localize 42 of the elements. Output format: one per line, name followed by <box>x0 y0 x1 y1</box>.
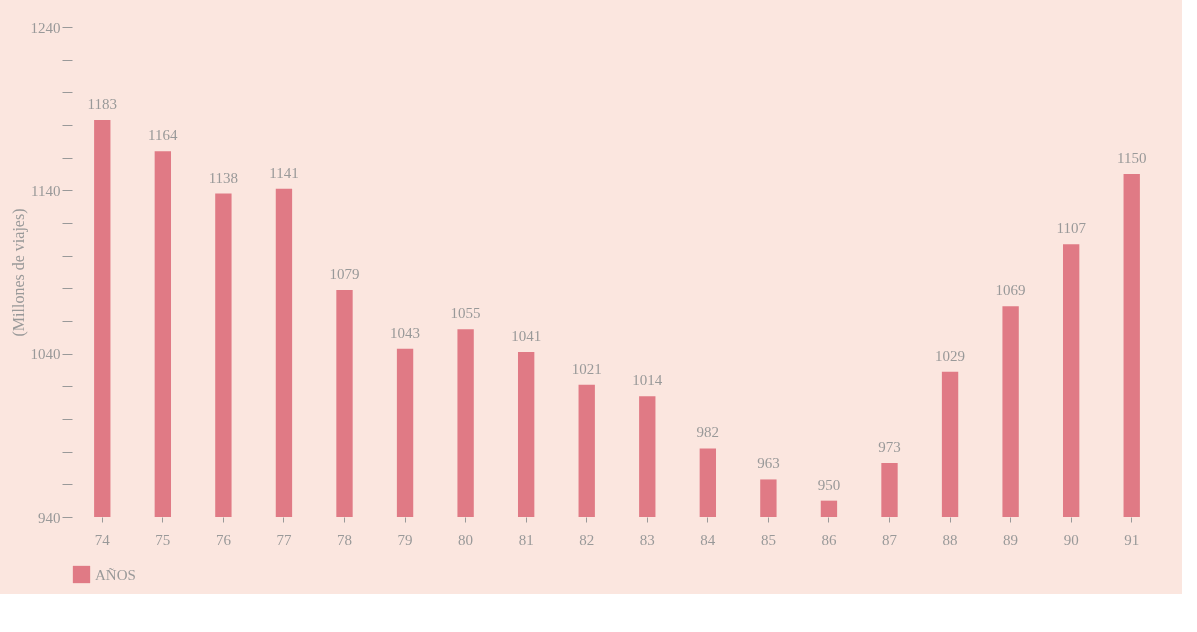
data-label: 1079 <box>329 265 360 282</box>
x-tick-label: 90 <box>1063 531 1079 548</box>
data-label: 1014 <box>632 372 663 389</box>
y-tick-label: 1240 <box>30 19 61 36</box>
data-label: 1041 <box>511 328 542 345</box>
y-tick-label: 940 <box>38 509 61 526</box>
data-label: 973 <box>878 439 901 456</box>
x-tick-label: 78 <box>337 531 352 548</box>
data-label: 1141 <box>269 164 299 181</box>
x-tick-label: 84 <box>700 531 716 548</box>
x-tick-label: 82 <box>579 531 595 548</box>
x-tick-label: 87 <box>882 531 898 548</box>
data-label: 1043 <box>390 324 421 341</box>
data-label: 1069 <box>995 282 1026 299</box>
data-label: 963 <box>757 455 780 472</box>
x-tick-label: 91 <box>1124 531 1140 548</box>
data-label: 982 <box>696 424 720 441</box>
legend-label: AÑOS <box>95 566 136 583</box>
data-label: 1138 <box>208 169 239 186</box>
data-label: 1107 <box>1056 220 1087 237</box>
data-label: 950 <box>817 476 841 493</box>
y-tick-label: 1040 <box>30 346 61 363</box>
data-label: 1150 <box>1117 150 1147 166</box>
data-label: 1055 <box>450 305 481 322</box>
x-tick-label: 86 <box>821 531 837 548</box>
data-label: 1021 <box>571 360 602 377</box>
y-tick-label: 1140 <box>31 182 61 199</box>
data-label: 1164 <box>148 127 179 144</box>
x-tick-label: 85 <box>760 531 776 548</box>
y-axis-title: (Millones de viajes) <box>9 208 28 337</box>
data-label: 1183 <box>87 96 117 113</box>
x-tick-label: 75 <box>155 531 171 548</box>
x-tick-label: 74 <box>94 531 111 548</box>
x-tick-label: 88 <box>942 531 958 548</box>
x-tick-label: 81 <box>518 531 534 548</box>
x-tick-label: 89 <box>1003 531 1019 548</box>
x-tick-label: 83 <box>639 531 655 548</box>
data-label: 1029 <box>935 347 966 364</box>
x-tick-label: 77 <box>276 531 292 548</box>
x-tick-label: 76 <box>215 531 232 548</box>
x-tick-label: 80 <box>458 531 474 548</box>
x-tick-label: 79 <box>397 531 413 548</box>
